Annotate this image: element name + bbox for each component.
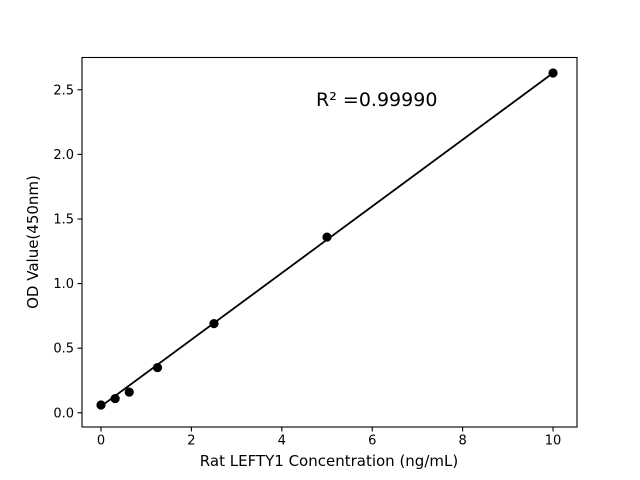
axes-frame <box>81 56 578 428</box>
x-tick-label: 6 <box>368 434 376 449</box>
y-tick-label: 2.0 <box>53 148 74 163</box>
x-tick-label: 8 <box>458 434 466 449</box>
data-point <box>209 319 219 329</box>
x-tick-label: 0 <box>97 434 105 449</box>
x-tick-label: 4 <box>278 434 286 449</box>
data-point <box>152 362 163 373</box>
data-point <box>110 393 120 404</box>
x-axis-label: Rat LEFTY1 Concentration (ng/mL) <box>199 452 459 470</box>
r-squared-annotation: R² =0.99990 <box>316 89 438 112</box>
data-point <box>124 387 134 397</box>
y-tick-label: 2.5 <box>53 83 74 98</box>
data-point <box>548 68 558 78</box>
y-tick-label: 0.0 <box>53 406 74 421</box>
x-tick-label: 2 <box>187 434 195 449</box>
y-tick-label: 0.5 <box>53 342 74 357</box>
data-point <box>96 400 106 410</box>
y-tick-label: 1.0 <box>53 277 74 292</box>
y-axis-label: OD Value(450nm) <box>24 175 42 309</box>
x-tick-label: 10 <box>545 434 562 449</box>
data-point <box>322 232 332 242</box>
y-tick-label: 1.5 <box>53 212 74 227</box>
